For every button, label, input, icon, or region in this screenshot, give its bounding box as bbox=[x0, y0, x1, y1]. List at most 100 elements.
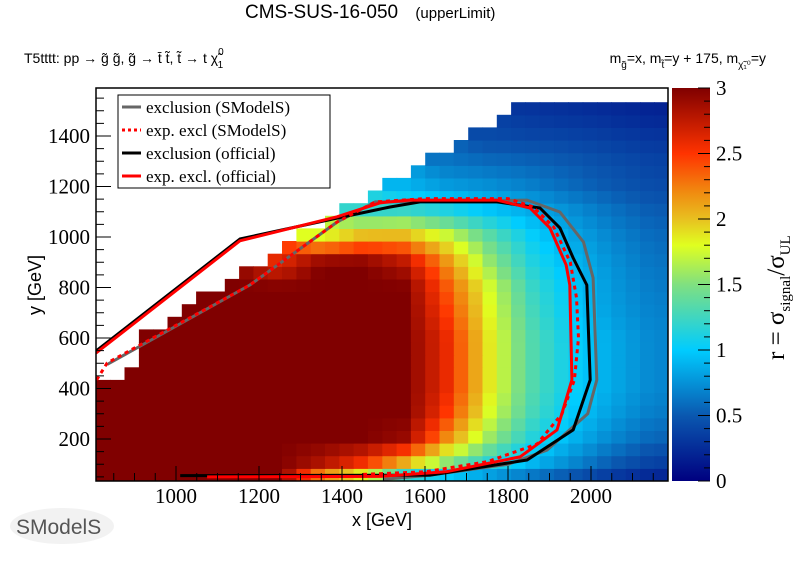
heatmap-cell bbox=[396, 367, 412, 381]
heatmap-cell bbox=[296, 304, 312, 318]
heatmap-cell bbox=[210, 304, 226, 318]
heatmap-cell bbox=[525, 342, 541, 356]
legend-box bbox=[117, 94, 331, 189]
heatmap-cell bbox=[640, 354, 655, 368]
heatmap-cell bbox=[640, 379, 655, 394]
heatmap-cell bbox=[353, 278, 369, 293]
heatmap-cell bbox=[267, 291, 283, 305]
heatmap-cell bbox=[525, 417, 541, 431]
heatmap-cell bbox=[224, 405, 240, 419]
heatmap-cell bbox=[439, 354, 455, 368]
heatmap-cell bbox=[410, 443, 426, 457]
heatmap-cell bbox=[282, 354, 297, 368]
heatmap-cell bbox=[296, 266, 312, 280]
mass-sub: t̃ bbox=[661, 60, 665, 71]
heatmap-cell bbox=[496, 127, 512, 141]
heatmap-cell bbox=[539, 177, 555, 192]
heatmap-cell bbox=[181, 354, 197, 368]
heatmap-cell bbox=[296, 367, 312, 381]
heatmap-cell bbox=[296, 329, 312, 343]
heatmap-cell bbox=[539, 417, 555, 431]
heatmap-cell bbox=[582, 127, 598, 141]
heatmap-cell bbox=[267, 392, 283, 406]
heatmap-cell bbox=[124, 468, 140, 481]
heatmap-cell bbox=[325, 329, 340, 343]
heatmap-cell bbox=[196, 417, 211, 431]
heatmap-cell bbox=[224, 316, 240, 330]
heatmap-cell bbox=[568, 114, 584, 128]
heatmap-cell bbox=[640, 329, 655, 343]
heatmap-cell bbox=[625, 291, 641, 305]
heatmap-cell bbox=[310, 266, 326, 280]
heatmap-cell bbox=[367, 405, 383, 419]
heatmap-cell bbox=[210, 329, 226, 343]
heatmap-cell bbox=[138, 354, 154, 368]
heatmap-cell bbox=[582, 430, 598, 444]
heatmap-cell bbox=[239, 266, 254, 280]
heatmap-cell bbox=[439, 329, 455, 343]
heatmap-cell bbox=[611, 291, 627, 305]
heatmap-cell bbox=[410, 455, 426, 469]
heatmap-cell bbox=[282, 253, 297, 267]
heatmap-cell bbox=[511, 278, 526, 293]
mass-part: =x, m bbox=[626, 50, 662, 66]
heatmap-cell bbox=[539, 253, 555, 267]
heatmap-cell bbox=[196, 316, 211, 330]
heatmap-cell bbox=[439, 177, 455, 192]
heatmap-cell bbox=[496, 392, 512, 406]
heatmap-cell bbox=[282, 392, 297, 406]
heatmap-cell bbox=[611, 266, 627, 280]
mass-part: m bbox=[609, 50, 622, 66]
heatmap-cell bbox=[554, 316, 569, 330]
heatmap-cell bbox=[425, 329, 441, 343]
heatmap-cell bbox=[110, 455, 126, 469]
colorbar-title: r = σsignal/σUL bbox=[763, 235, 794, 360]
heatmap-cell bbox=[425, 430, 441, 444]
heatmap-cell bbox=[367, 392, 383, 406]
heatmap-cell bbox=[453, 140, 469, 154]
heatmap-cell bbox=[525, 127, 541, 141]
heatmap-cell bbox=[482, 241, 498, 255]
heatmap-cell bbox=[396, 278, 412, 293]
heatmap-cell bbox=[339, 405, 355, 419]
heatmap-cell bbox=[210, 392, 226, 406]
heatmap-cell bbox=[439, 430, 455, 444]
heatmap-cell bbox=[224, 417, 240, 431]
process-text: T5tttt: pp → g̃ g̃, g̃ → t̄ t̃, t̃ → t χ… bbox=[24, 50, 219, 66]
heatmap-cell bbox=[396, 405, 412, 419]
heatmap-cell bbox=[267, 367, 283, 381]
heatmap-cell bbox=[539, 379, 555, 394]
heatmap-cell bbox=[196, 367, 211, 381]
heatmap-cell bbox=[482, 140, 498, 154]
heatmap-cell bbox=[511, 392, 526, 406]
heatmap-cell bbox=[568, 102, 584, 116]
heatmap-cell bbox=[367, 342, 383, 356]
heatmap-cell bbox=[625, 203, 641, 217]
heatmap-cell bbox=[468, 468, 484, 481]
heatmap-cell bbox=[625, 102, 641, 116]
heatmap-cell bbox=[525, 241, 541, 255]
heatmap-cell bbox=[439, 392, 455, 406]
heatmap-cell bbox=[482, 228, 498, 242]
heatmap-cell bbox=[597, 152, 612, 166]
heatmap-cell bbox=[654, 190, 668, 204]
heatmap-cell bbox=[339, 329, 355, 343]
heatmap-cell bbox=[511, 304, 526, 318]
heatmap-cell bbox=[453, 215, 469, 229]
heatmap-cell bbox=[525, 316, 541, 330]
heatmap-cell bbox=[310, 278, 326, 293]
heatmap-cell bbox=[482, 354, 498, 368]
heatmap-cell bbox=[611, 354, 627, 368]
analysis-id: CMS-SUS-16-050 bbox=[245, 2, 399, 23]
heatmap-cell bbox=[339, 304, 355, 318]
heatmap-cell bbox=[167, 417, 183, 431]
heatmap-cell bbox=[597, 329, 612, 343]
heatmap-cell bbox=[525, 114, 541, 128]
heatmap-cell bbox=[611, 140, 627, 154]
heatmap-cell bbox=[253, 354, 269, 368]
heatmap-cell bbox=[539, 140, 555, 154]
heatmap-cell bbox=[339, 417, 355, 431]
heatmap-cell bbox=[554, 329, 569, 343]
heatmap-cell bbox=[625, 177, 641, 192]
heatmap-cell bbox=[654, 114, 668, 128]
